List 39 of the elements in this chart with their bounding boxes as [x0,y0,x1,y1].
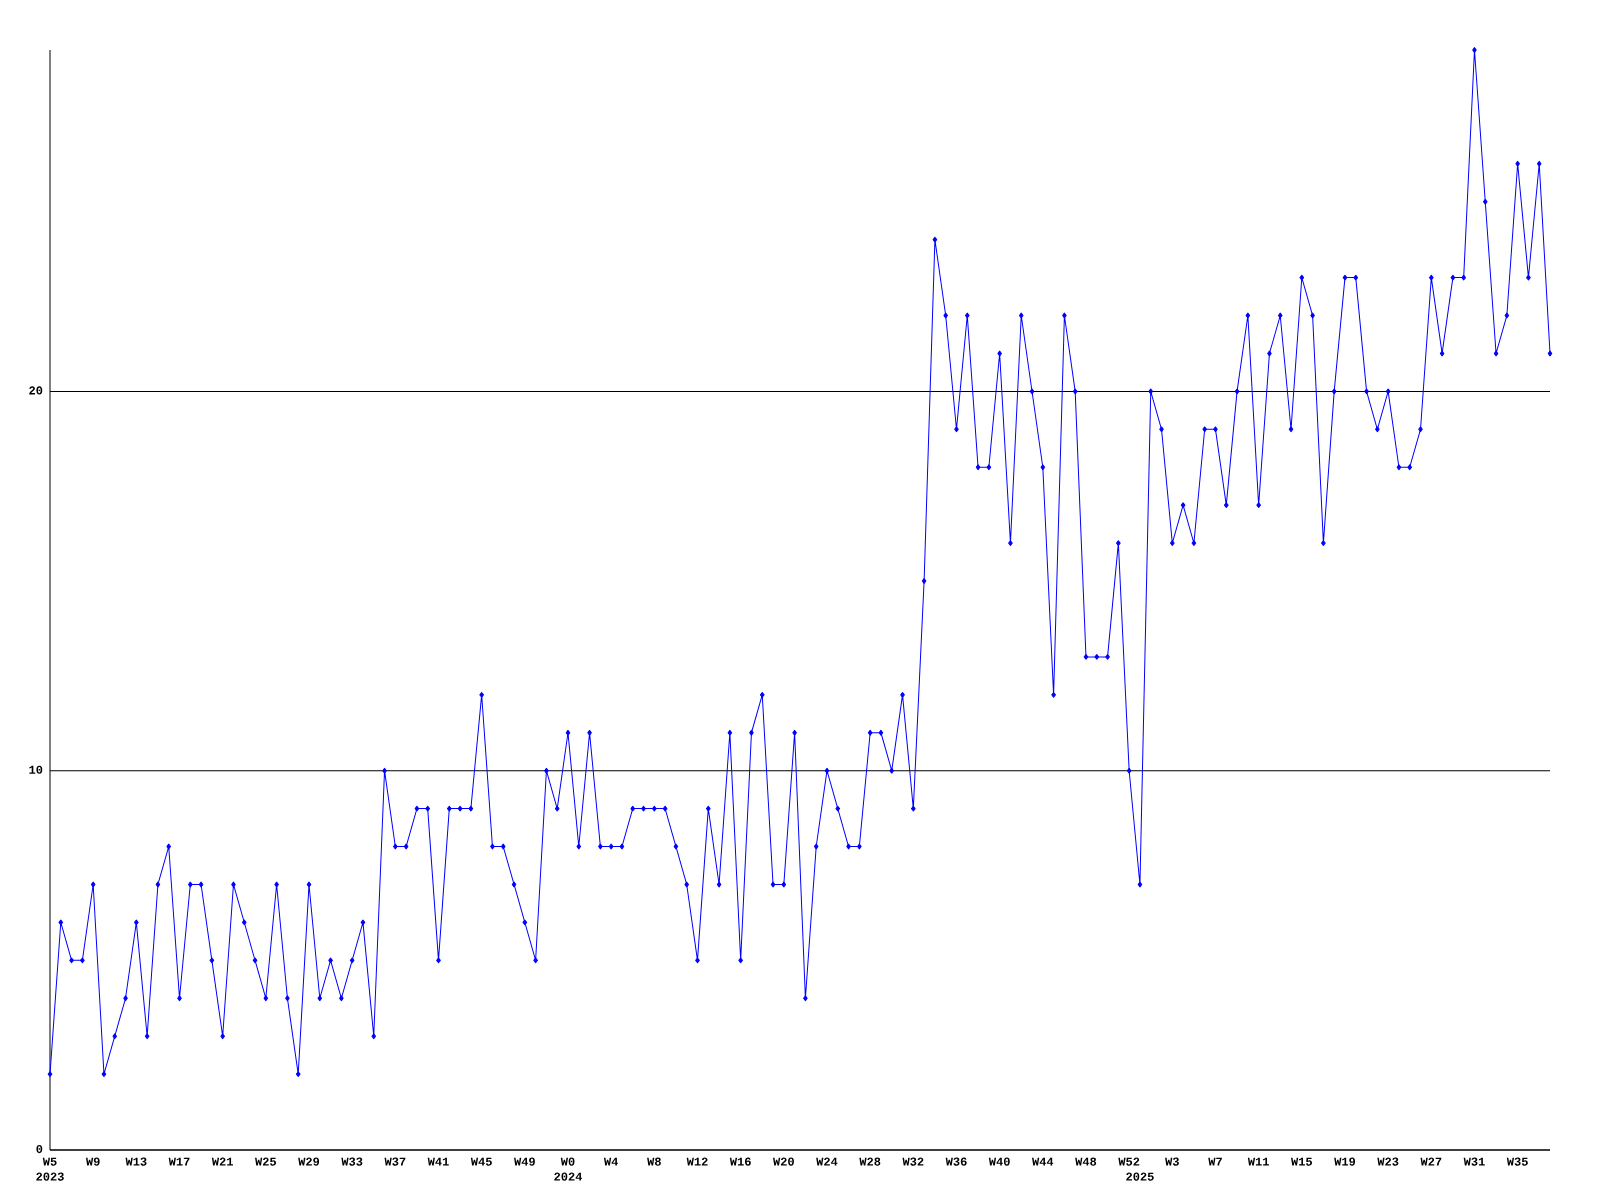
y-tick-label: 0 [36,1144,43,1154]
x-tick-label: W15 [1291,1157,1312,1166]
x-tick-label: 2025 [1126,1172,1154,1181]
y-tick-label: 20 [29,386,43,395]
x-tick-label: W52 [1118,1157,1140,1166]
x-tick-label: W37 [384,1157,406,1166]
x-tick-label: W12 [686,1157,708,1166]
x-tick-label: W23 [1377,1157,1399,1166]
x-tick-label: W11 [1247,1157,1269,1166]
x-tick-label: W13 [125,1157,147,1166]
x-tick-label: W17 [168,1157,190,1166]
x-tick-label: W3 [1165,1157,1179,1166]
x-tick-label: W24 [816,1157,838,1166]
x-tick-label: W32 [902,1157,924,1166]
x-tick-label: W5 2023 [36,1157,64,1181]
x-tick-label: W19 [1334,1157,1356,1166]
x-tick-label: W48 [1075,1157,1097,1166]
x-tick-label: W25 [255,1157,277,1166]
x-tick-label: W9 [85,1157,100,1166]
x-tick-label: W41 [427,1157,449,1166]
x-tick-label: W33 [341,1157,363,1166]
x-tick-label: W40 [988,1157,1010,1166]
x-tick-label: W49 [514,1157,535,1166]
y-tick-label: 10 [29,765,43,774]
x-tick-label: W4 [603,1157,618,1166]
x-tick-label: W44 [1032,1157,1054,1166]
x-tick-label: W7 [1208,1157,1222,1166]
x-tick-label: W29 [298,1157,320,1166]
x-tick-label: W20 [773,1157,794,1166]
x-tick-label: W45 [470,1157,492,1166]
x-tick-label: W21 [211,1157,233,1166]
x-tick-label: W35 [1506,1157,1528,1166]
x-tick-label: W8 [647,1157,661,1166]
x-tick-label: W0 2024 [554,1157,583,1181]
x-tick-label: W31 [1463,1157,1485,1166]
x-tick-label: W28 [859,1157,881,1166]
x-tick-label: W27 [1420,1157,1442,1166]
x-tick-label: W36 [945,1157,967,1166]
x-tick-label: W16 [729,1157,751,1166]
